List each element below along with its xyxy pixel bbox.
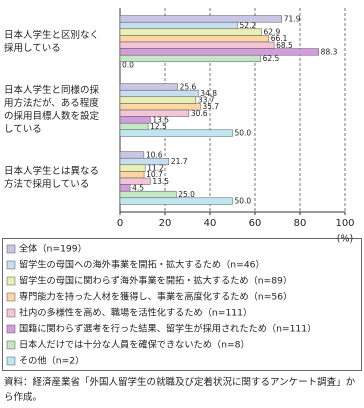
x-tick-label: 60 (249, 218, 262, 229)
legend-swatch (6, 324, 16, 334)
value-label: 88.3 (321, 47, 338, 56)
value-label: 50.0 (235, 129, 252, 138)
bar (119, 48, 319, 56)
legend-swatch (6, 244, 16, 254)
x-tick-label: 0 (117, 218, 123, 229)
x-tick-label: 20 (159, 218, 172, 229)
bar (119, 96, 197, 104)
chart: 0 20 40 60 80 100 (%) 71.9 52.2 62.966.168.5 88.3 6… (2, 8, 362, 371)
bar (119, 116, 151, 124)
bar (119, 35, 269, 43)
value-label: 25.6 (180, 82, 197, 91)
bar (119, 89, 199, 98)
value-label: 10.6 (146, 150, 163, 159)
x-tick-label: 40 (204, 218, 217, 229)
value-label: 66.1 (271, 34, 288, 43)
bar (119, 103, 201, 111)
bar (119, 177, 151, 185)
value-label: 4.5 (132, 183, 144, 192)
legend-label: 社内の多様性を高め、職場を活性化するため（n=111） (19, 307, 252, 319)
bar (119, 197, 233, 205)
legend-swatch (6, 292, 16, 302)
value-label: 71.9 (284, 14, 301, 23)
value-label: 11.2 (147, 164, 164, 173)
bar (119, 41, 275, 49)
legend-label: その他（n=2） (19, 355, 84, 367)
value-label: 35.7 (202, 102, 219, 111)
legend-label: 専門能力を持った人材を獲得し、事業を高度化するため（n=56） (19, 291, 292, 303)
bar (119, 28, 262, 36)
legend-label: 留学生の母国への海外事業を開拓・拡大するため（n=46） (19, 259, 265, 271)
value-label: 34.8 (200, 89, 217, 98)
bar (119, 83, 178, 91)
value-label: 13.5 (152, 115, 169, 124)
bar (119, 171, 145, 179)
legend-label: 日本人だけでは十分な人員を確保できないため（n=8） (19, 339, 250, 351)
value-label: 33.7 (198, 96, 215, 105)
value-label: 21.7 (171, 157, 188, 166)
value-label: 30.6 (191, 109, 208, 118)
category-label: 日本人学生とは異なる 方法で採用している (4, 166, 100, 190)
value-label: 25.0 (178, 190, 195, 199)
bar (119, 151, 145, 159)
value-label: 12.5 (150, 122, 167, 131)
bar (119, 109, 190, 117)
value-label: 13.5 (152, 177, 169, 186)
value-label: 52.2 (239, 21, 256, 30)
value-label: 62.9 (264, 28, 281, 37)
bar (119, 21, 238, 30)
legend-box (2, 238, 362, 371)
bar (119, 122, 149, 131)
bar (119, 190, 177, 199)
value-label: 68.5 (276, 41, 293, 50)
value-label: 62.5 (263, 54, 280, 63)
category-label: 日本人学生と区別なく 採用している (4, 30, 100, 54)
source-note: 資料：経済産業省「外国人留学生の就職及び定着状況に関するアンケート調査」から作成… (4, 377, 356, 403)
legend-label: 全体（n=199） (19, 243, 87, 255)
x-unit: (%) (337, 234, 353, 245)
value-label: 50.0 (235, 197, 252, 206)
bar (119, 164, 146, 172)
legend-label: 留学生の母国に関わらず海外事業を開拓・拡大するため（n=89） (19, 275, 292, 287)
legend-swatch (6, 340, 16, 350)
bar (119, 129, 233, 137)
legend-label: 国籍に関わらず選考を行った結果、留学生が採用されたため（n=111） (19, 323, 316, 335)
legend-swatch (6, 356, 16, 366)
bar (119, 15, 283, 23)
bar (119, 184, 131, 192)
x-tick-label: 100 (335, 218, 354, 229)
legend-swatch (6, 308, 16, 318)
bar (119, 54, 261, 63)
category-label: 日本人学生と同様の採 用方法だが、ある程度 の採用目標人数を設定 している (4, 85, 100, 135)
legend-swatch (6, 260, 16, 270)
x-tick-label: 80 (294, 218, 307, 229)
value-label: 10.7 (146, 170, 163, 179)
value-label: 0.0 (122, 61, 134, 70)
legend-swatch (6, 276, 16, 286)
